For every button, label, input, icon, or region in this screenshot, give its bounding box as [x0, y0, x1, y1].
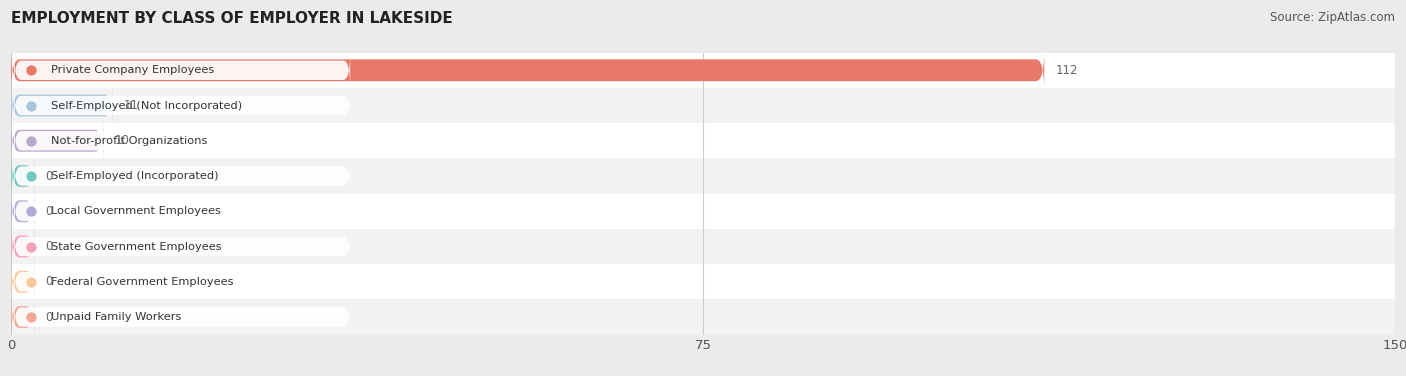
- FancyBboxPatch shape: [14, 300, 350, 334]
- Text: State Government Employees: State Government Employees: [51, 241, 222, 252]
- Point: [20, 314, 42, 320]
- FancyBboxPatch shape: [11, 155, 34, 197]
- FancyBboxPatch shape: [14, 88, 350, 123]
- Bar: [11, 88, 1395, 123]
- Text: 11: 11: [124, 99, 139, 112]
- Text: Unpaid Family Workers: Unpaid Family Workers: [51, 312, 181, 322]
- Text: Self-Employed (Incorporated): Self-Employed (Incorporated): [51, 171, 218, 181]
- Text: 0: 0: [45, 311, 53, 323]
- FancyBboxPatch shape: [14, 159, 350, 193]
- Point: [20, 244, 42, 250]
- Bar: [11, 264, 1395, 299]
- FancyBboxPatch shape: [11, 191, 34, 232]
- Text: 0: 0: [45, 240, 53, 253]
- Text: EMPLOYMENT BY CLASS OF EMPLOYER IN LAKESIDE: EMPLOYMENT BY CLASS OF EMPLOYER IN LAKES…: [11, 11, 453, 26]
- FancyBboxPatch shape: [11, 50, 1045, 91]
- Point: [20, 208, 42, 214]
- FancyBboxPatch shape: [11, 85, 112, 126]
- Point: [20, 103, 42, 109]
- Text: Self-Employed (Not Incorporated): Self-Employed (Not Incorporated): [51, 100, 242, 111]
- Text: 10: 10: [114, 134, 129, 147]
- FancyBboxPatch shape: [14, 194, 350, 229]
- Text: 0: 0: [45, 275, 53, 288]
- Text: Local Government Employees: Local Government Employees: [51, 206, 221, 216]
- Point: [20, 279, 42, 285]
- Point: [20, 173, 42, 179]
- Text: Not-for-profit Organizations: Not-for-profit Organizations: [51, 136, 207, 146]
- Text: 0: 0: [45, 205, 53, 218]
- FancyBboxPatch shape: [14, 264, 350, 299]
- Bar: [11, 194, 1395, 229]
- FancyBboxPatch shape: [14, 123, 350, 158]
- FancyBboxPatch shape: [14, 53, 350, 88]
- Text: Federal Government Employees: Federal Government Employees: [51, 277, 233, 287]
- FancyBboxPatch shape: [11, 261, 34, 303]
- Bar: [11, 158, 1395, 194]
- FancyBboxPatch shape: [11, 226, 34, 267]
- Text: 112: 112: [1056, 64, 1078, 77]
- Point: [20, 67, 42, 73]
- Text: Private Company Employees: Private Company Employees: [51, 65, 214, 75]
- Point: [20, 138, 42, 144]
- Bar: [11, 229, 1395, 264]
- Text: 0: 0: [45, 170, 53, 182]
- Bar: [11, 53, 1395, 88]
- Text: Source: ZipAtlas.com: Source: ZipAtlas.com: [1270, 11, 1395, 24]
- FancyBboxPatch shape: [11, 120, 104, 162]
- Bar: [11, 299, 1395, 335]
- FancyBboxPatch shape: [14, 229, 350, 264]
- FancyBboxPatch shape: [11, 296, 34, 338]
- Bar: [11, 123, 1395, 158]
